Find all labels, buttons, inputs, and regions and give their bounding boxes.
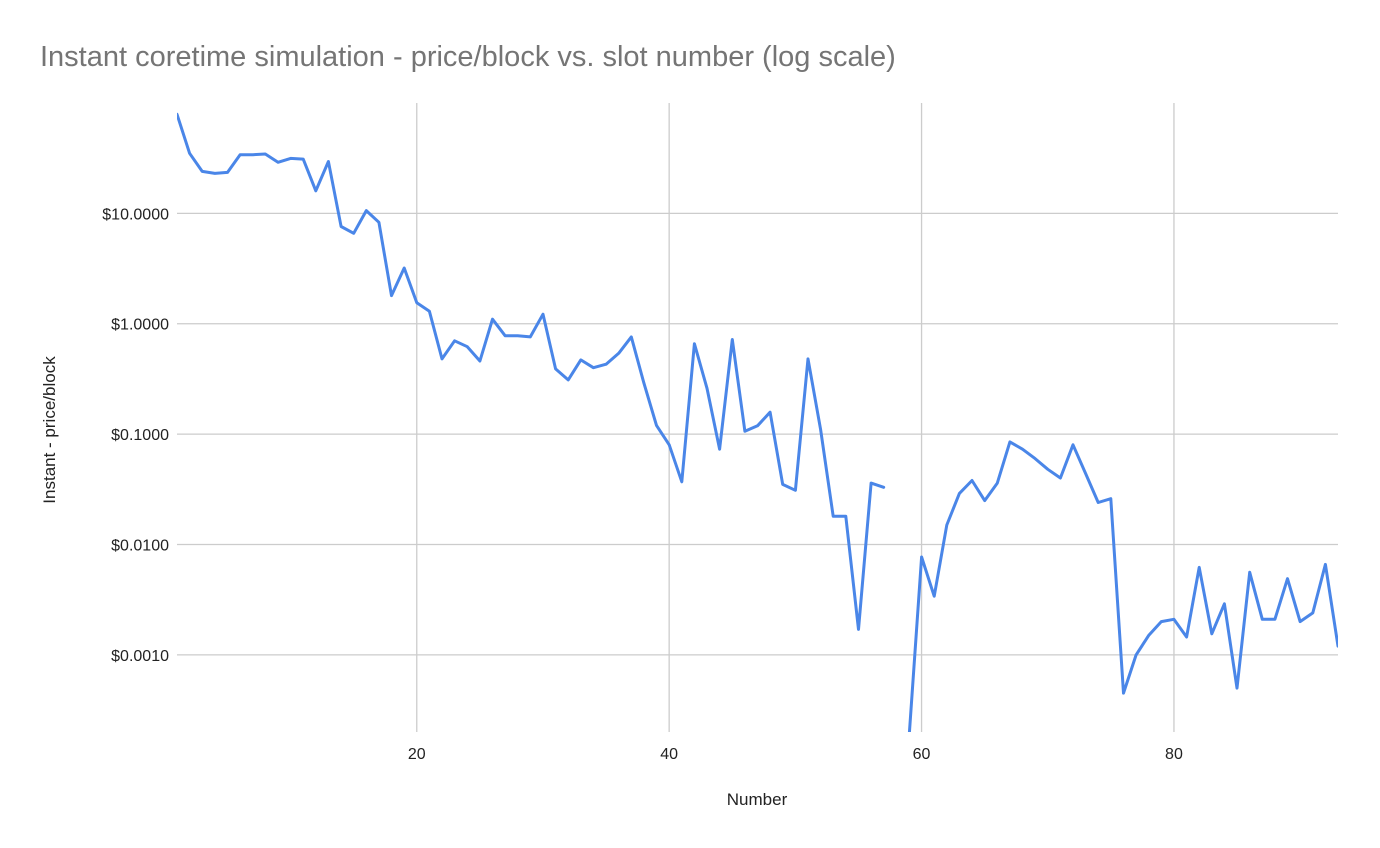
y-tick-label: $1.0000 bbox=[111, 317, 169, 334]
y-tick-label: $0.0100 bbox=[111, 537, 169, 554]
x-tick-label: 60 bbox=[913, 746, 931, 763]
y-tick-label: $0.1000 bbox=[111, 427, 169, 444]
y-tick-label: $0.0010 bbox=[111, 648, 169, 665]
gridlines bbox=[177, 103, 1338, 732]
x-axis-label: Number bbox=[727, 790, 788, 809]
y-tick-label: $10.0000 bbox=[102, 206, 169, 223]
x-tick-label: 40 bbox=[660, 746, 678, 763]
x-tick-label: 20 bbox=[408, 746, 426, 763]
series-line-segment bbox=[177, 112, 886, 631]
series-line-segment bbox=[907, 440, 1338, 732]
series-layer bbox=[177, 112, 1338, 732]
x-tick-label: 80 bbox=[1165, 746, 1183, 763]
chart-title: Instant coretime simulation - price/bloc… bbox=[40, 41, 896, 73]
axis-ticks: $10.0000 $1.0000 $0.1000 $0.0100 $0.0010 20 40… bbox=[102, 206, 1183, 763]
y-axis-label: Instant - price/block bbox=[40, 356, 59, 504]
